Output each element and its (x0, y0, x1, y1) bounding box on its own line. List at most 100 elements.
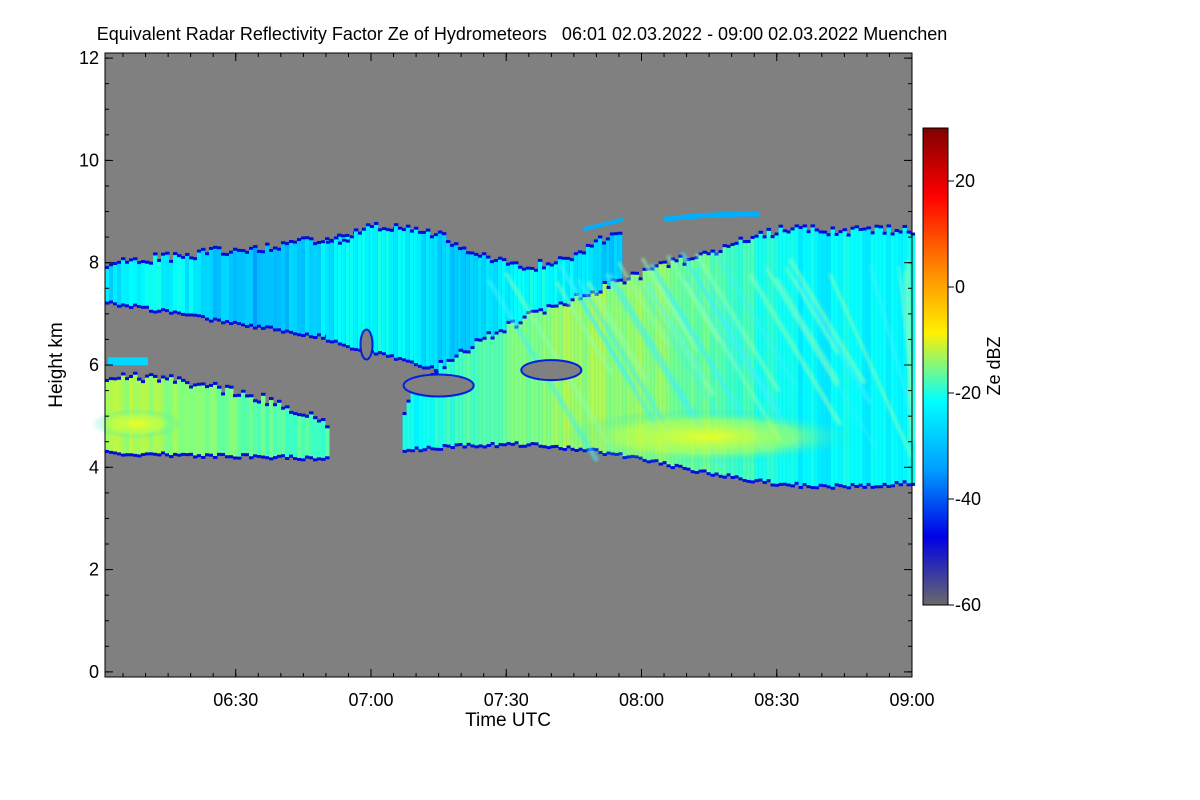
cloud-cell (337, 244, 343, 343)
cloud-cell (221, 255, 226, 322)
x-tick-label: 07:30 (484, 690, 529, 710)
cloud-cell (241, 392, 246, 454)
cloud-cell (489, 263, 495, 384)
cloud-cell (482, 339, 488, 446)
cloud-cell (902, 227, 908, 481)
cloud-cell (426, 379, 432, 446)
cloud-cell (161, 255, 166, 309)
cloud-cell (501, 261, 507, 386)
cloud-cell (462, 353, 468, 446)
cloud-cell (473, 255, 479, 380)
cloud-cell (213, 384, 218, 456)
cloud-cell (389, 231, 395, 355)
cirrus-filament (582, 217, 624, 232)
cloud-cell (381, 230, 387, 353)
cloud-cell (145, 263, 150, 306)
cloud-cell (385, 231, 391, 355)
cloud-cell (229, 388, 234, 456)
y-axis: 0 2 4 6 8 10 12 (79, 48, 912, 682)
cloud-cell (373, 224, 379, 353)
cloud-cell (469, 254, 475, 377)
cloud-cell (454, 357, 460, 444)
colorbar-tick-label: -20 (955, 383, 981, 403)
clear-gap (520, 359, 583, 382)
cloud-cell (237, 396, 242, 457)
fall-streak (644, 280, 706, 382)
cloud-cell (309, 414, 314, 457)
cloud-cell (245, 397, 250, 454)
cloud-cell (309, 240, 314, 336)
cloud-cell (422, 377, 428, 449)
cloud-cell (417, 233, 423, 365)
y-tick-label: 2 (89, 560, 99, 580)
cloud-cell (273, 249, 278, 329)
cloud-cell (802, 227, 808, 484)
cloud-cell (193, 260, 198, 314)
chart-title: Equivalent Radar Reflectivity Factor Ze … (97, 24, 948, 44)
cloud-cell (878, 228, 884, 486)
cloud-cell (397, 229, 403, 357)
fall-streak (633, 276, 723, 423)
cloud-cell (289, 243, 294, 331)
fall-streak (784, 266, 840, 355)
cloud-cell (598, 293, 604, 451)
cloud-cell (834, 235, 840, 484)
cloud-cell (722, 247, 728, 476)
cloud-cell (185, 255, 190, 314)
colorbar-tick-label: -40 (955, 489, 981, 509)
cloud-cell (273, 406, 278, 457)
colorbar-fill (922, 127, 949, 606)
clear-gap (402, 373, 475, 398)
fall-streak (787, 257, 867, 385)
cloud-cell (301, 239, 306, 335)
cloud-cell (458, 351, 464, 444)
cloud-cell (365, 226, 371, 349)
colorbar: 20 0 -20 -40 -60 (922, 127, 981, 615)
cloud-cell (698, 255, 704, 470)
cloud-cell (409, 232, 415, 361)
cloud-cell (345, 242, 351, 346)
cloud-cell (786, 233, 792, 484)
cloud-cell (578, 300, 584, 448)
cloud-cell (830, 229, 836, 487)
x-axis: 06:30 07:00 07:30 08:00 08:30 09:00 (122, 53, 935, 710)
y-tick-label: 10 (79, 150, 99, 170)
cloud-cell (301, 416, 306, 459)
cloud-cell (674, 262, 680, 464)
cloud-cell (181, 381, 186, 453)
cloud-cell (778, 227, 784, 483)
cloud-cell (882, 234, 888, 483)
cloud-cell (602, 284, 608, 454)
cloud-cell (461, 249, 467, 375)
cloud-cell (610, 281, 616, 453)
cloud-cell (854, 228, 860, 485)
fall-streak (576, 278, 673, 435)
cloud-cell (433, 236, 439, 369)
y-tick-label: 6 (89, 355, 99, 375)
cloud-cell (425, 231, 431, 367)
cloud-cell (377, 231, 383, 352)
x-tick-label: 08:30 (754, 690, 799, 710)
cloud-cell (181, 258, 186, 313)
cloud-cell (806, 233, 812, 486)
cloud-cell (430, 375, 436, 448)
cloud-cell (418, 380, 424, 450)
x-tick-label: 09:00 (889, 690, 934, 710)
x-tick-label: 07:00 (348, 690, 393, 710)
cloud-cell (293, 243, 298, 333)
cloud-cell (498, 332, 504, 444)
fall-streak (645, 266, 700, 354)
colorbar-tick-label: 20 (955, 171, 975, 191)
colorbar-label: Ze dBZ (984, 336, 1004, 395)
cloud-cell (129, 261, 134, 306)
cloud-cell (357, 234, 363, 349)
cloud-cell (125, 263, 130, 305)
reflectivity-core (559, 408, 860, 465)
cloud-cell (446, 361, 452, 445)
colorbar-tick-label: -60 (955, 595, 981, 615)
cloud-cell (261, 253, 266, 327)
cloud-cell (466, 353, 472, 443)
cloud-cell (630, 274, 636, 455)
fall-streak (697, 265, 751, 352)
cloud-cell (490, 339, 496, 442)
